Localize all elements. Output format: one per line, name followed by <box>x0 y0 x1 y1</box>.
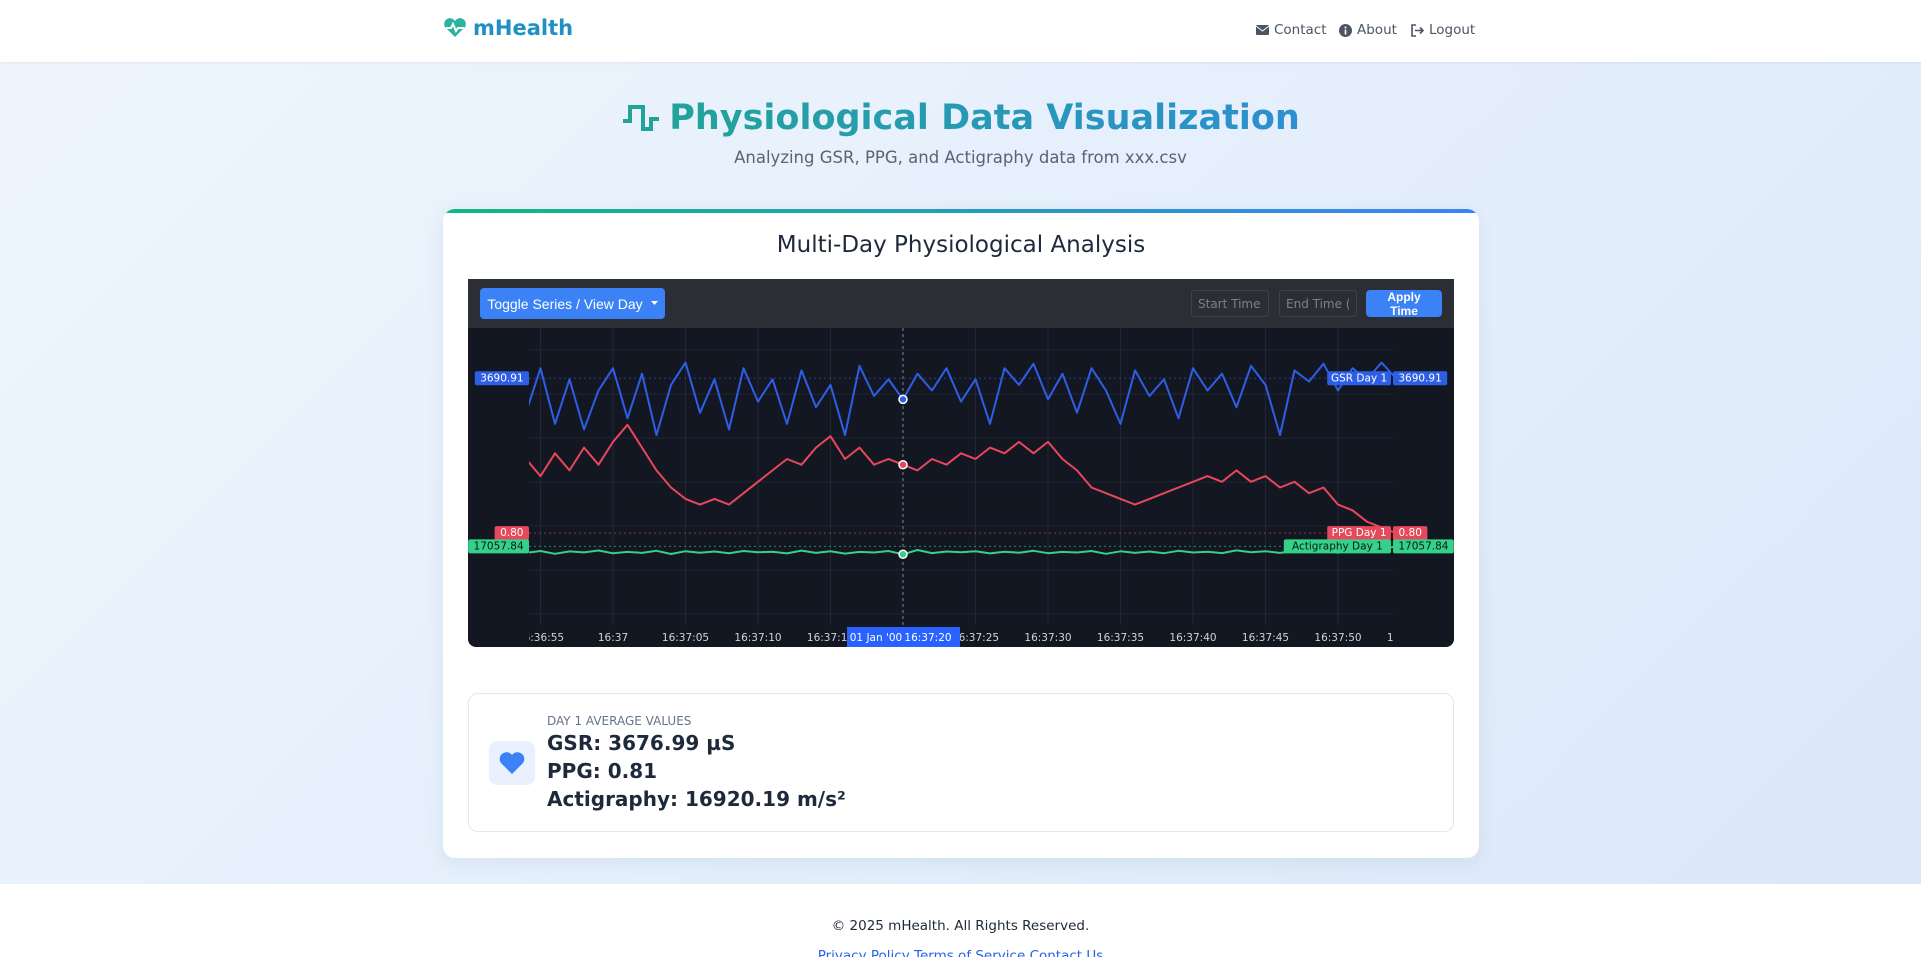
x-tick-label: 16:37:55 <box>1387 632 1434 644</box>
crosshair-marker <box>898 549 908 560</box>
price-label: 17057.84 <box>474 540 524 552</box>
x-tick-label: 16:36:55 <box>517 632 564 644</box>
stats-line: PPG: 0.81 <box>547 759 658 783</box>
footer: © 2025 mHealth. All Rights Reserved. Pri… <box>0 884 1921 957</box>
price-badge <box>1393 371 1448 386</box>
subtitle: Analyzing GSR, PPG, and Actigraphy data … <box>734 148 1187 167</box>
brand-text: mHealth <box>473 16 574 40</box>
price-badge <box>1393 539 1454 554</box>
stats-line: Actigraphy: 16920.19 m/s² <box>547 787 846 811</box>
title-icon <box>623 105 660 131</box>
caret <box>650 301 658 305</box>
legend-label: GSR Day 1 <box>1331 372 1387 384</box>
footer-link[interactable]: Terms of Service <box>914 948 1026 957</box>
x-tick-label: 16:37:05 <box>662 632 709 644</box>
navbar: mHealth Contact About Logout <box>0 0 1921 62</box>
series-badge <box>1327 371 1391 386</box>
brand-icon <box>444 18 466 37</box>
price-badge <box>474 371 529 386</box>
x-tick-label: 16:37 <box>598 632 628 644</box>
crosshair-date: 01 Jan '00 <box>850 632 902 644</box>
x-tick-label: 16:37:30 <box>1024 632 1071 644</box>
price-label: 0.80 <box>500 527 523 539</box>
title-text: Physiological Data Visualization <box>669 98 1300 138</box>
chart-pane: 16:36:55 16:37 16:37:05 16:37:10 16:37:15 16:… <box>468 328 1454 647</box>
stats-box: DAY 1 AVERAGE VALUES GSR: 3676.99 µS PPG… <box>468 693 1454 832</box>
stats-heading: DAY 1 AVERAGE VALUES <box>547 714 692 728</box>
start-time-input[interactable] <box>1191 290 1269 317</box>
footer-link[interactable]: Privacy Policy <box>817 948 910 957</box>
chart-card: Multi-Day Physiological Analysis Toggle … <box>443 209 1479 858</box>
price-label: 17057.84 <box>1398 540 1448 552</box>
footer-links: Privacy Policy Terms of Service Contact … <box>0 948 1921 957</box>
apply-button[interactable]: Apply Time <box>1366 289 1442 318</box>
x-tick-label: 16:37:10 <box>734 632 781 644</box>
series-badge <box>1283 539 1391 554</box>
nav-link[interactable]: About <box>1339 22 1397 38</box>
card-title: Multi-Day Physiological Analysis <box>776 232 1146 258</box>
nav-text: Logout <box>1429 22 1476 38</box>
icon <box>1411 23 1424 37</box>
price-label: 0.80 <box>1399 527 1422 539</box>
brand[interactable]: mHealth <box>443 16 573 40</box>
heart-icon <box>499 752 525 774</box>
x-tick-label: 16:37:45 <box>1242 632 1289 644</box>
crosshair-marker <box>898 459 908 470</box>
footer-link[interactable]: Contact Us <box>1029 948 1104 957</box>
crosshair-marker <box>898 394 908 405</box>
button-text: Apply Time <box>1387 289 1421 318</box>
x-tick-label: 16:37:35 <box>1097 632 1144 644</box>
icon <box>1256 25 1269 35</box>
toolbar: Toggle Series / View Day Apply Time <box>468 279 1454 328</box>
nav-text: About <box>1357 22 1397 38</box>
price-badge <box>1393 526 1428 541</box>
nav-text: Contact <box>1274 22 1327 38</box>
series-line <box>529 361 1393 437</box>
card-accent <box>443 209 1479 213</box>
legend-label: PPG Day 1 <box>1332 527 1387 539</box>
series-line <box>529 545 1393 556</box>
stats-line: GSR: 3676.99 µS <box>547 731 736 755</box>
grid <box>529 349 1393 615</box>
button-text: Toggle Series / View Day <box>487 295 643 312</box>
copyright: © 2025 mHealth. All Rights Reserved. <box>831 918 1090 934</box>
x-tick-label: 16:37:15 <box>807 632 854 644</box>
end-time-input[interactable] <box>1279 290 1357 317</box>
nav-link[interactable]: Contact <box>1256 22 1327 38</box>
price-label: 3690.91 <box>1398 372 1441 384</box>
nav-link[interactable]: Logout <box>1411 22 1475 38</box>
stats-icon <box>489 741 535 785</box>
price-badge <box>468 539 529 554</box>
crosshair-label-bg <box>847 627 960 647</box>
x-tick-label: 16:37:50 <box>1314 632 1361 644</box>
x-tick-label: 16:37:40 <box>1169 632 1216 644</box>
legend-label: Actigraphy Day 1 <box>1292 540 1383 552</box>
price-label: 3690.91 <box>480 372 523 384</box>
icon <box>1339 23 1352 37</box>
price-badge <box>494 526 529 541</box>
page-title: Physiological Data Visualization <box>0 98 1921 138</box>
series-badge <box>1327 526 1391 541</box>
series-line <box>529 423 1393 533</box>
plot-area: 16:36:55 16:37 16:37:05 16:37:10 16:37:15 16:… <box>517 328 1434 644</box>
chart: 16:36:55 16:37 16:37:05 16:37:10 16:37:15 16:… <box>468 328 1454 647</box>
toggle-button[interactable]: Toggle Series / View Day <box>480 288 665 319</box>
crosshair-time: 16:37:20 <box>904 632 951 644</box>
x-tick-label: 16:37:25 <box>952 632 999 644</box>
